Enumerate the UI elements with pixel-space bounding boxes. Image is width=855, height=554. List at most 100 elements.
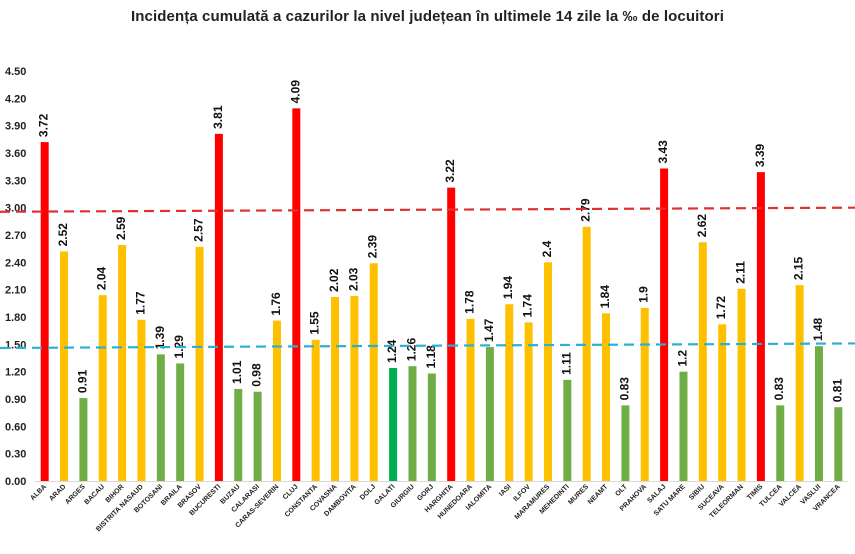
bar xyxy=(524,322,533,481)
bar xyxy=(640,307,649,481)
chart-title: Incidența cumulată a cazurilor la nivel … xyxy=(131,8,724,25)
data-label: 3.43 xyxy=(656,140,670,164)
bar xyxy=(408,366,417,481)
bar xyxy=(234,388,243,481)
bar xyxy=(737,288,746,481)
bar xyxy=(60,251,69,481)
category-label: IASI xyxy=(498,483,513,498)
data-label: 2.59 xyxy=(114,216,128,240)
data-label: 3.81 xyxy=(211,105,225,129)
bar xyxy=(602,313,611,481)
data-label: 1.24 xyxy=(385,339,399,363)
category-label: TIMIS xyxy=(746,483,764,501)
bar xyxy=(156,354,165,481)
bar xyxy=(389,368,398,481)
data-label: 1.26 xyxy=(404,338,418,362)
bar xyxy=(814,346,823,481)
data-label: 2.52 xyxy=(56,223,70,247)
bar xyxy=(137,319,146,481)
bar xyxy=(698,242,707,481)
bar xyxy=(621,405,630,481)
data-label: 2.57 xyxy=(192,218,206,242)
category-label: NEAMT xyxy=(587,483,610,506)
data-label: 1.01 xyxy=(230,360,244,384)
bar xyxy=(660,168,669,481)
data-label: 1.94 xyxy=(501,276,515,300)
bar xyxy=(543,262,552,481)
bar xyxy=(350,296,359,481)
y-tick-label: 4.20 xyxy=(5,93,26,105)
y-tick-label: 1.20 xyxy=(5,367,26,379)
bar xyxy=(292,108,301,481)
data-label: 1.55 xyxy=(308,311,322,335)
data-label: 1.48 xyxy=(811,317,825,341)
data-label: 1.2 xyxy=(675,350,689,367)
category-label: BACAU xyxy=(83,483,106,506)
category-label: CLUJ xyxy=(282,483,300,501)
data-label: 2.03 xyxy=(346,267,360,291)
y-tick-label: 0.30 xyxy=(5,449,26,461)
category-label: OLT xyxy=(614,483,629,498)
data-label: 2.04 xyxy=(95,266,109,290)
bar xyxy=(718,324,727,481)
bar xyxy=(272,320,281,481)
data-label: 2.4 xyxy=(540,240,554,257)
category-label: MURES xyxy=(567,483,590,506)
category-label: SIBIU xyxy=(688,483,706,501)
y-tick-label: 0.00 xyxy=(5,476,26,488)
y-tick-label: 3.90 xyxy=(5,121,26,133)
bar xyxy=(485,347,494,481)
bar xyxy=(679,371,688,481)
data-label: 0.83 xyxy=(772,377,786,401)
y-tick-label: 1.50 xyxy=(5,339,26,351)
y-tick-label: 3.00 xyxy=(5,203,26,215)
threshold-line xyxy=(0,342,855,350)
data-label: 1.11 xyxy=(559,352,573,375)
data-label: 1.74 xyxy=(521,294,535,318)
y-tick-label: 3.60 xyxy=(5,148,26,160)
bar xyxy=(466,318,475,481)
bar xyxy=(563,379,572,481)
data-label: 3.39 xyxy=(753,143,767,167)
data-label: 0.91 xyxy=(75,369,89,393)
bar xyxy=(505,304,514,481)
bar xyxy=(582,226,591,481)
bar xyxy=(118,245,127,481)
bar xyxy=(331,296,340,481)
bar xyxy=(776,405,785,481)
data-label: 1.47 xyxy=(482,318,496,342)
y-tick-label: 0.60 xyxy=(5,421,26,433)
bar xyxy=(795,285,804,481)
data-label: 4.09 xyxy=(288,80,302,104)
y-tick-label: 4.50 xyxy=(5,66,26,78)
data-label: 2.39 xyxy=(366,235,380,259)
data-label: 0.98 xyxy=(250,363,264,387)
data-label: 1.39 xyxy=(153,326,167,350)
bar xyxy=(98,295,107,481)
data-label: 1.76 xyxy=(269,292,283,316)
y-tick-label: 2.40 xyxy=(5,257,26,269)
y-tick-label: 2.70 xyxy=(5,230,26,242)
data-label: 1.9 xyxy=(637,286,651,303)
data-label: 2.11 xyxy=(734,261,748,284)
bar xyxy=(756,172,765,481)
y-tick-label: 1.80 xyxy=(5,312,26,324)
threshold-line xyxy=(0,206,855,213)
bar xyxy=(447,187,456,481)
y-tick-label: 2.10 xyxy=(5,285,26,297)
data-label: 2.15 xyxy=(792,256,806,280)
bar xyxy=(427,373,436,481)
bar xyxy=(311,339,320,481)
data-label: 3.22 xyxy=(443,159,457,183)
bar xyxy=(40,142,49,482)
category-label: ALBA xyxy=(29,483,48,502)
data-label: 0.81 xyxy=(830,379,844,403)
bar xyxy=(176,363,185,481)
data-label: 1.77 xyxy=(133,291,147,315)
data-label: 2.02 xyxy=(327,268,341,292)
category-label: HUNEDOARA xyxy=(437,483,474,520)
data-label: 1.78 xyxy=(463,290,477,314)
y-tick-label: 0.90 xyxy=(5,394,26,406)
y-tick-label: 3.30 xyxy=(5,175,26,187)
bar xyxy=(369,263,378,481)
